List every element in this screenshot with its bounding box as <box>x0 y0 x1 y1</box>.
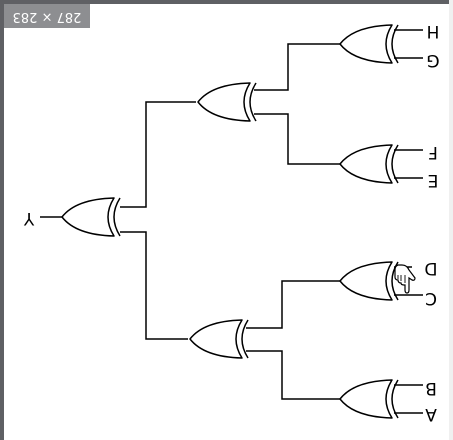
wire-gh-to-upper <box>254 43 340 91</box>
xor-gate-lower <box>189 319 249 359</box>
input-label-b: B <box>425 378 437 398</box>
signal-labels: H G F E D C B A Y <box>23 21 439 424</box>
frame-top-border <box>0 0 453 4</box>
output-label-y: Y <box>23 208 35 228</box>
wire-ef-to-upper <box>254 113 340 165</box>
xor-gate-cd <box>339 261 399 301</box>
frame-left-border <box>0 0 4 440</box>
xor-gate-upper <box>197 82 257 122</box>
frame-right-strip <box>449 0 453 440</box>
input-label-a: A <box>425 404 437 424</box>
wire-upper-to-final <box>120 101 196 208</box>
xor-gate-ef <box>339 144 399 184</box>
input-label-e: E <box>428 170 439 190</box>
wire-ab-to-lower <box>246 350 340 400</box>
wires <box>40 29 423 414</box>
input-label-f: F <box>428 142 438 162</box>
input-label-h: H <box>427 21 440 41</box>
xor-gate-ab <box>339 379 399 419</box>
hand-pointer-icon <box>394 264 416 294</box>
input-label-d: D <box>424 258 437 278</box>
xor-gate-gh <box>339 24 399 64</box>
wire-cd-to-lower <box>246 280 340 329</box>
wire-lower-to-final <box>120 231 188 340</box>
input-label-g: G <box>426 50 439 70</box>
input-label-c: C <box>425 288 437 308</box>
image-size-badge: 287 × 283 <box>4 4 90 28</box>
xor-gate-output <box>61 197 121 237</box>
